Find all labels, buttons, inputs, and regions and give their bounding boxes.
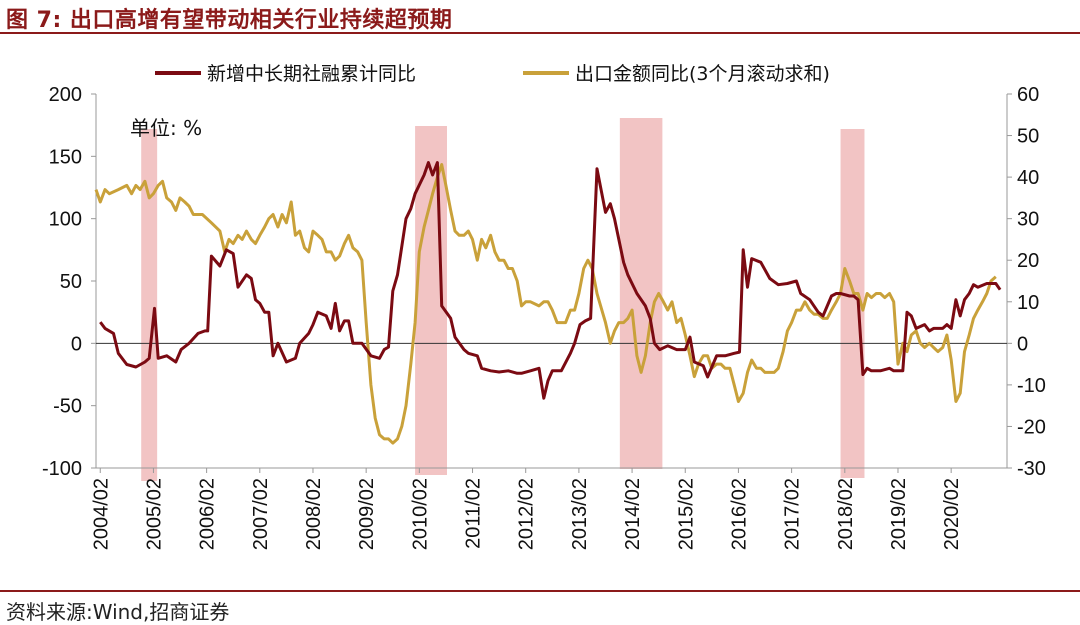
x-axis-tick-label: 2009/02	[356, 478, 378, 550]
series-lines	[94, 161, 1002, 445]
right-axis-tick-label: 10	[1017, 292, 1039, 314]
title-rule	[0, 32, 1080, 34]
x-axis-tick-label: 2017/02	[782, 478, 804, 550]
legend-label: 新增中长期社融累计同比	[207, 63, 416, 85]
x-axis-tick-label: 2016/02	[728, 478, 750, 550]
left-axis-tick-label: -50	[53, 396, 82, 418]
axes: 200150100500-50-1006050403020100-10-20-3…	[42, 84, 1046, 550]
x-axis-tick-label: 2007/02	[250, 478, 272, 550]
series-line-social-financing	[99, 161, 1002, 400]
x-axis-tick-label: 2015/02	[675, 478, 697, 550]
left-axis-tick-label: -100	[42, 458, 82, 480]
x-axis-tick-label: 2005/02	[143, 478, 165, 550]
x-axis-tick-label: 2010/02	[409, 478, 431, 550]
series-line-export	[94, 163, 997, 445]
chart-title: 图 7: 出口高增有望带动相关行业持续超预期	[6, 8, 453, 33]
x-axis-tick-label: 2019/02	[888, 478, 910, 550]
source-note: 资料来源:Wind,招商证券	[6, 600, 230, 624]
unit-label: 单位: %	[130, 116, 202, 140]
shaded-period	[141, 129, 158, 481]
source-rule	[0, 590, 1080, 592]
legend-label: 出口金额同比(3个月滚动求和)	[575, 63, 830, 85]
x-axis-tick-label: 2004/02	[90, 478, 112, 550]
left-axis-tick-label: 100	[49, 209, 82, 231]
x-axis-tick-label: 2008/02	[303, 478, 325, 550]
shaded-period	[840, 129, 865, 478]
right-axis-tick-label: -10	[1017, 375, 1046, 397]
x-axis-tick-label: 2011/02	[463, 478, 485, 549]
shaded-period	[619, 118, 663, 469]
x-axis-tick-label: 2012/02	[516, 478, 538, 550]
right-axis-tick-label: 50	[1017, 126, 1039, 148]
right-axis-tick-label: 0	[1017, 333, 1028, 355]
x-axis-tick-label: 2020/02	[941, 478, 963, 550]
right-axis-tick-label: 30	[1017, 209, 1039, 231]
x-axis-tick-label: 2013/02	[569, 478, 591, 550]
right-axis-tick-label: -20	[1017, 416, 1046, 438]
right-axis-tick-label: -30	[1017, 458, 1046, 480]
x-axis-tick-label: 2006/02	[197, 478, 219, 550]
right-axis-tick-label: 60	[1017, 84, 1039, 106]
left-axis-tick-label: 50	[60, 271, 82, 293]
legend: 新增中长期社融累计同比 出口金额同比(3个月滚动求和)	[155, 63, 830, 85]
left-axis-tick-label: 150	[49, 146, 82, 168]
x-axis-tick-label: 2018/02	[835, 478, 857, 550]
x-axis-tick-label: 2014/02	[622, 478, 644, 550]
right-axis-tick-label: 40	[1017, 167, 1039, 189]
left-axis-tick-label: 200	[49, 84, 82, 106]
shaded-periods	[141, 118, 865, 481]
right-axis-tick-label: 20	[1017, 250, 1039, 272]
left-axis-tick-label: 0	[71, 333, 82, 355]
